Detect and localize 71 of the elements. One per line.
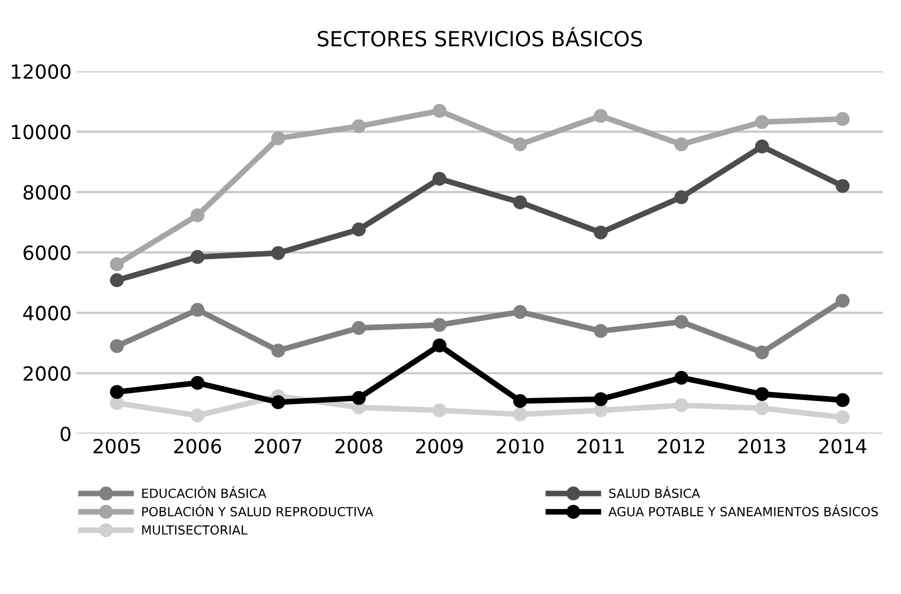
point bbox=[513, 394, 528, 408]
legend-label: AGUA POTABLE Y SANEAMIENTOS BÁSICOS bbox=[608, 504, 878, 516]
point bbox=[432, 318, 446, 332]
point bbox=[755, 140, 769, 154]
x-tick-label: 2013 bbox=[738, 438, 786, 454]
point bbox=[674, 314, 688, 329]
point bbox=[513, 137, 528, 152]
point bbox=[432, 403, 446, 418]
legend-label: SALUD BÁSICA bbox=[609, 486, 700, 498]
x-tick-label: 2007 bbox=[254, 438, 302, 454]
point bbox=[271, 246, 286, 260]
point bbox=[513, 195, 528, 210]
point bbox=[432, 338, 446, 352]
point bbox=[594, 403, 608, 418]
x-tick-label: 2010 bbox=[496, 438, 544, 454]
x-tick-label: 2006 bbox=[174, 438, 222, 454]
point bbox=[755, 345, 769, 360]
point bbox=[513, 407, 528, 422]
x-tick-label: 2014 bbox=[819, 438, 866, 454]
point bbox=[755, 387, 769, 402]
x-tick-label: 2008 bbox=[336, 438, 382, 454]
point bbox=[271, 131, 286, 146]
point bbox=[836, 112, 850, 126]
point bbox=[674, 137, 688, 152]
point bbox=[674, 370, 688, 385]
y-tick-label: 10000 bbox=[12, 124, 70, 140]
legend-label: MULTISECTORIAL bbox=[142, 525, 248, 535]
point bbox=[190, 250, 204, 264]
point bbox=[755, 115, 769, 129]
point bbox=[352, 222, 366, 236]
point bbox=[594, 324, 608, 338]
point bbox=[432, 104, 446, 118]
point bbox=[352, 320, 366, 335]
x-tick-label: 2012 bbox=[658, 438, 704, 454]
point bbox=[674, 190, 688, 204]
point bbox=[271, 344, 286, 358]
point bbox=[110, 273, 124, 288]
chart-title: SECTORES SERVICIOS BÁSICOS bbox=[318, 27, 642, 47]
point bbox=[836, 294, 850, 308]
point bbox=[755, 401, 769, 416]
point bbox=[352, 391, 366, 405]
point bbox=[674, 398, 688, 412]
point bbox=[190, 208, 204, 222]
point bbox=[110, 339, 124, 353]
y-tick-label: 8000 bbox=[24, 185, 70, 200]
point bbox=[836, 410, 850, 424]
point bbox=[352, 119, 366, 134]
point bbox=[594, 109, 608, 123]
point bbox=[190, 408, 204, 422]
point bbox=[836, 179, 850, 193]
point bbox=[190, 302, 204, 317]
y-tick-label: 6000 bbox=[24, 245, 70, 260]
point bbox=[594, 226, 608, 240]
x-tick-label: 2009 bbox=[416, 438, 463, 454]
point bbox=[110, 257, 124, 272]
point bbox=[110, 396, 124, 410]
point bbox=[594, 392, 608, 406]
y-tick-label: 2000 bbox=[24, 366, 70, 381]
y-tick-label: 4000 bbox=[23, 306, 70, 321]
y-tick-label: 12000 bbox=[12, 64, 70, 79]
legend-label: EDUCACIÓN BÁSICA bbox=[142, 486, 266, 498]
point bbox=[432, 172, 446, 186]
x-tick-label: 2005 bbox=[94, 438, 140, 454]
y-tick-label: 0 bbox=[60, 426, 70, 442]
point bbox=[513, 304, 528, 319]
point bbox=[271, 395, 286, 410]
point bbox=[836, 393, 850, 408]
point bbox=[190, 376, 204, 390]
point bbox=[110, 385, 124, 399]
legend-label: POBLACIÓN Y SALUD REPRODUCTIVA bbox=[142, 504, 374, 516]
x-tick-label: 2011 bbox=[577, 438, 624, 454]
